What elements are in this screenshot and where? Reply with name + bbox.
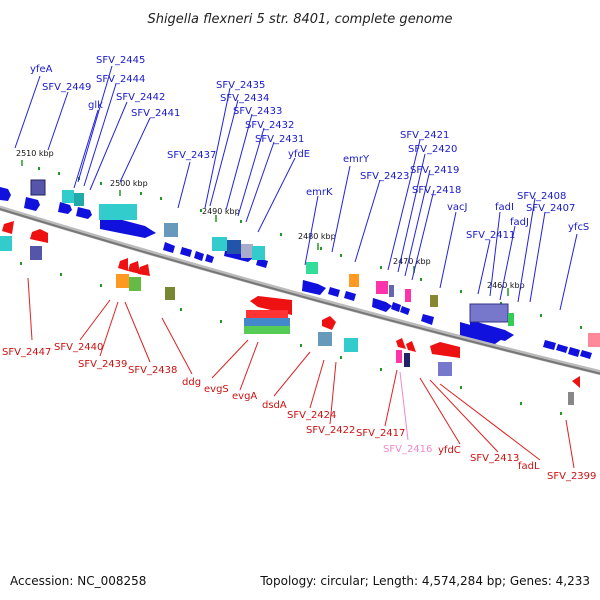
genome-backbone — [0, 205, 600, 376]
colored-gene-blocks — [30, 179, 600, 347]
tick-label: 2500 kbp — [110, 179, 148, 188]
gene-label: SFV_2413 — [470, 453, 519, 464]
gene-label: SFV_2423 — [360, 171, 409, 182]
topology-summary: Topology: circular; Length: 4,574,284 bp… — [259, 574, 590, 588]
gene-labels-bottom: SFV_2447 SFV_2440 SFV_2439 SFV_2438 ddg … — [2, 342, 596, 482]
tick-ring-inner — [20, 262, 562, 415]
gene-label: SFV_2449 — [42, 82, 91, 93]
gene-label: fadL — [518, 461, 540, 472]
gene-label: SFV_2437 — [167, 150, 216, 161]
gene-label: SFV_2431 — [255, 134, 304, 145]
gene-label: SFV_2422 — [306, 425, 355, 436]
gene-label: vacJ — [447, 202, 468, 213]
tick-ring-outer — [38, 167, 582, 329]
tick-label: 2490 kbp — [202, 207, 240, 216]
gene-label: fadI — [495, 202, 514, 213]
map-title: Shigella flexneri 5 str. 8401, complete … — [147, 12, 452, 27]
gene-label: SFV_2408 — [517, 191, 566, 202]
gene-label: glk — [88, 100, 103, 111]
gene-labels-top: yfeA SFV_2449 glk SFV_2445 SFV_2444 SFV_… — [30, 55, 589, 241]
gene-label: SFV_2435 — [216, 80, 265, 91]
gene-label: dsdA — [262, 400, 287, 411]
gene-label: SFV_2434 — [220, 93, 269, 104]
gene-label: SFV_2442 — [116, 92, 165, 103]
gene-label: SFV_2419 — [410, 165, 459, 176]
leader-lines-top — [14, 65, 578, 311]
gene-label: SFV_2399 — [547, 471, 596, 482]
gene-label: SFV_2417 — [356, 428, 405, 439]
gene-label: emrK — [306, 187, 333, 198]
gene-label: evgS — [204, 384, 229, 395]
gene-label: SFV_2440 — [54, 342, 103, 353]
gene-label: SFV_2432 — [245, 120, 294, 131]
gene-label: SFV_2439 — [78, 359, 127, 370]
colored-gene-blocks-lower — [0, 236, 574, 405]
tick-label: 2460 kbp — [487, 281, 525, 290]
gene-label: emrY — [343, 154, 370, 165]
leader-lines-bottom — [27, 277, 575, 469]
gene-label: SFV_2444 — [96, 74, 145, 85]
gene-label: SFV_2445 — [96, 55, 145, 66]
gene-label: SFV_2438 — [128, 365, 177, 376]
gene-label: ddg — [182, 377, 201, 388]
gene-label: yfdE — [288, 149, 310, 160]
tick-label: 2480 kbp — [298, 232, 336, 241]
gene-label: SFV_2424 — [287, 410, 336, 421]
gene-label: SFV_2433 — [233, 106, 282, 117]
tick-label: 2510 kbp — [16, 149, 54, 158]
gene-label: SFV_2420 — [408, 144, 457, 155]
accession-text: Accession: NC_008258 — [10, 574, 146, 588]
gene-label: yfdC — [438, 445, 461, 456]
gene-label: SFV_2421 — [400, 130, 449, 141]
gene-label: SFV_2418 — [412, 185, 461, 196]
gene-label: evgA — [232, 391, 257, 402]
gene-label: SFV_2416 — [383, 444, 432, 455]
gene-label: SFV_2407 — [526, 203, 575, 214]
gene-label: fadJ — [510, 217, 529, 228]
tick-label: 2470 kbp — [393, 257, 431, 266]
gene-label: SFV_2411 — [466, 230, 515, 241]
gene-label: yfcS — [568, 222, 589, 233]
gene-label: SFV_2441 — [131, 108, 180, 119]
leader-line-highlight — [399, 371, 409, 441]
gene-label: SFV_2447 — [2, 347, 51, 358]
gene-label: yfeA — [30, 64, 53, 75]
